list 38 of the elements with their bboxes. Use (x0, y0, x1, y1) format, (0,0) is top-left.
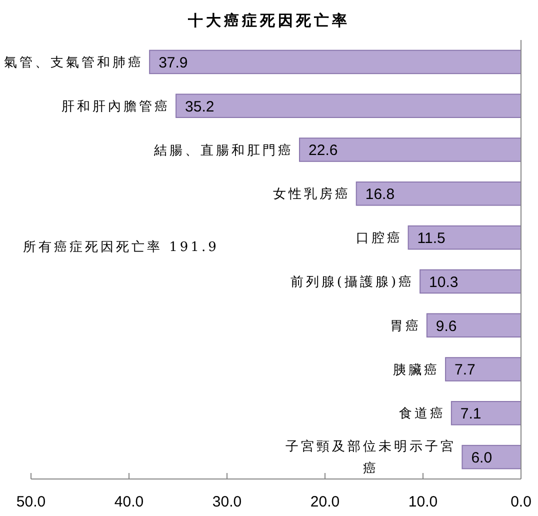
data-label: 9.6 (436, 318, 457, 335)
data-label: 37.9 (158, 54, 188, 72)
y-tick-label: 胰臟癌 (393, 362, 440, 378)
x-tick-label: 0.0 (510, 493, 532, 510)
x-tick-label: 20.0 (310, 493, 340, 510)
chart-title: 十大癌症死因死亡率 (187, 11, 350, 30)
bar (420, 269, 522, 294)
y-tick-label: 氣管、支氣管和肺癌 (4, 56, 144, 70)
data-label: 22.6 (308, 142, 338, 160)
data-label: 11.5 (417, 230, 446, 247)
x-tick-label: 40.0 (114, 493, 144, 510)
y-tick-label: 食道癌 (398, 406, 446, 422)
bar (450, 401, 522, 426)
y-tick-label: 前列腺(攝護腺)癌 (290, 275, 414, 290)
data-label: 6.0 (471, 449, 492, 466)
bar (176, 94, 522, 118)
data-label: 16.8 (365, 186, 395, 204)
y-tick-label: 子宮頸及部位未明示子宮癌 (286, 438, 456, 477)
bar (462, 444, 522, 470)
bar (445, 357, 522, 382)
y-tick-label: 胃癌 (390, 318, 421, 334)
bar (356, 182, 522, 206)
data-label: 35.2 (185, 98, 214, 116)
bar (149, 50, 522, 74)
data-label: 7.1 (460, 406, 482, 423)
y-tick-label: 結腸、直腸和肛門癌 (153, 143, 294, 158)
y-tick-label: 女性乳房癌 (272, 186, 350, 202)
data-label: 7.7 (454, 362, 476, 379)
data-label: 10.3 (429, 274, 458, 291)
x-tick-label: 10.0 (408, 493, 438, 510)
bar (408, 225, 522, 250)
annotation: 所有癌症死因死亡率 191.9 (23, 238, 219, 255)
bar (426, 313, 522, 338)
bar (299, 138, 522, 162)
y-tick-label: 口腔癌 (356, 231, 402, 246)
x-tick-label: 30.0 (212, 493, 242, 510)
y-tick-label: 肝和肝內膽管癌 (62, 99, 170, 114)
x-tick-label: 50.0 (16, 493, 46, 510)
